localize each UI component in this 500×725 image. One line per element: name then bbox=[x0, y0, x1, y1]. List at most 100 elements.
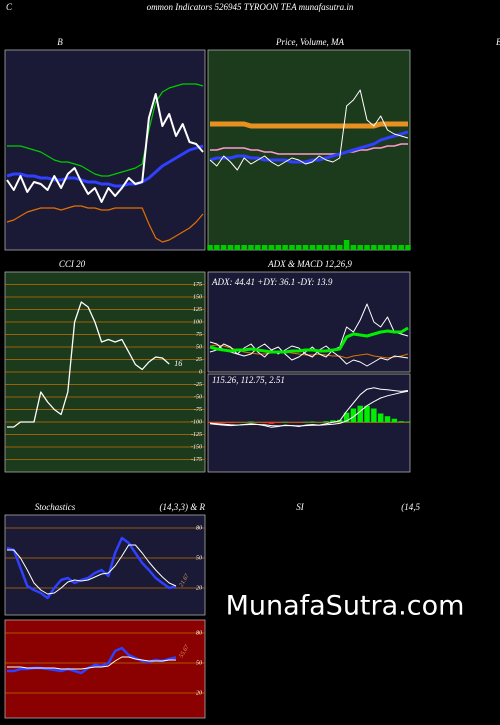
y-tick-label: -150 bbox=[191, 444, 202, 450]
bar bbox=[248, 245, 254, 250]
series-line bbox=[209, 326, 409, 354]
bar bbox=[220, 422, 227, 424]
bar bbox=[371, 408, 377, 423]
y-tick-label: 75 bbox=[196, 332, 202, 338]
panel-subtitle: (14,5 bbox=[401, 502, 420, 512]
y-tick-label: 20 bbox=[196, 585, 202, 591]
bar bbox=[371, 245, 377, 250]
y-tick-label: 125 bbox=[193, 307, 202, 313]
header-title: ommon Indicators 526945 TYROON TEA munaf… bbox=[147, 2, 354, 12]
y-tick-label: 0 bbox=[199, 369, 202, 375]
y-tick-label: -125 bbox=[191, 432, 202, 438]
bar bbox=[384, 245, 391, 250]
y-tick-label: 175 bbox=[193, 282, 202, 288]
bar bbox=[289, 245, 295, 250]
bar bbox=[357, 405, 363, 423]
bar bbox=[350, 408, 357, 423]
bar bbox=[323, 245, 329, 250]
y-tick-label: -75 bbox=[194, 407, 202, 413]
y-tick-label: -50 bbox=[194, 394, 202, 400]
y-tick-label: 50 bbox=[196, 344, 202, 350]
series-line bbox=[209, 89, 409, 171]
bar bbox=[357, 245, 363, 250]
panel bbox=[207, 373, 411, 473]
bar bbox=[343, 240, 350, 250]
bar bbox=[302, 245, 309, 250]
bar bbox=[309, 245, 316, 250]
series-line bbox=[6, 205, 204, 243]
bar bbox=[214, 245, 220, 250]
panel bbox=[4, 514, 206, 616]
bar bbox=[398, 245, 404, 250]
series-line bbox=[209, 343, 409, 367]
bar bbox=[268, 245, 275, 250]
panel-title: Price, Volume, MA bbox=[275, 37, 344, 47]
y-tick-label: -175 bbox=[191, 457, 202, 463]
bar bbox=[343, 412, 350, 423]
series-line bbox=[7, 656, 176, 670]
bar bbox=[207, 422, 213, 423]
bar bbox=[282, 245, 288, 250]
panel-title: Stochastics bbox=[35, 502, 76, 512]
series-line bbox=[7, 544, 177, 595]
y-tick-label: 50 bbox=[196, 555, 202, 561]
watermark: MunafaSutra.com bbox=[226, 591, 465, 622]
bar bbox=[391, 245, 398, 250]
y-tick-label: 80 bbox=[196, 630, 202, 636]
bar bbox=[398, 421, 404, 423]
panel-subtitle: (14,3,3) & R bbox=[160, 502, 206, 512]
bar bbox=[309, 421, 316, 423]
bar bbox=[330, 245, 336, 250]
bar bbox=[323, 421, 329, 423]
edge-label: B bbox=[496, 37, 500, 47]
bar bbox=[261, 422, 268, 424]
bar bbox=[377, 245, 384, 250]
bar bbox=[364, 245, 370, 250]
y-tick-label: 100 bbox=[193, 319, 202, 325]
y-tick-label: 80 bbox=[196, 525, 202, 531]
panel-annotation: ADX: 44.41 +DY: 36.1 -DY: 13.9 bbox=[211, 277, 333, 287]
series-line bbox=[210, 121, 408, 129]
bar bbox=[405, 421, 411, 423]
bar bbox=[296, 422, 302, 423]
bar bbox=[255, 245, 261, 250]
y-tick-label: -25 bbox=[194, 382, 202, 388]
series-line bbox=[209, 387, 409, 428]
panel-annotation: 115.26, 112.75, 2.51 bbox=[212, 375, 285, 385]
bar bbox=[336, 245, 343, 250]
series-line bbox=[7, 83, 204, 177]
bar bbox=[241, 245, 247, 250]
bar bbox=[227, 422, 234, 424]
bar bbox=[316, 245, 322, 250]
y-tick-label: 20 bbox=[196, 690, 202, 696]
bar bbox=[282, 421, 288, 423]
bar bbox=[330, 420, 336, 423]
series-line bbox=[209, 130, 409, 164]
bar bbox=[377, 413, 384, 423]
bar bbox=[350, 245, 357, 250]
bar bbox=[248, 421, 254, 423]
y-tick-label: -100 bbox=[191, 419, 202, 425]
bar bbox=[268, 422, 275, 424]
bar bbox=[220, 245, 227, 250]
series-line bbox=[6, 144, 204, 188]
panel-title: ADX & MACD 12,26,9 bbox=[267, 259, 352, 269]
series-line bbox=[210, 143, 408, 155]
header-lead: C bbox=[6, 2, 13, 12]
series-line bbox=[7, 301, 170, 428]
panel-title: B bbox=[57, 37, 63, 47]
y-tick-label: 150 bbox=[193, 294, 202, 300]
bar bbox=[234, 245, 241, 250]
bar bbox=[261, 245, 268, 250]
bar bbox=[384, 416, 391, 423]
bar bbox=[275, 245, 282, 250]
y-tick-label: 50 bbox=[196, 660, 202, 666]
bar bbox=[207, 245, 213, 250]
bar bbox=[296, 245, 302, 250]
bar bbox=[227, 245, 234, 250]
bar bbox=[275, 422, 282, 423]
y-tick-label: 25 bbox=[196, 357, 202, 363]
bar bbox=[302, 421, 309, 423]
panel bbox=[207, 49, 411, 251]
